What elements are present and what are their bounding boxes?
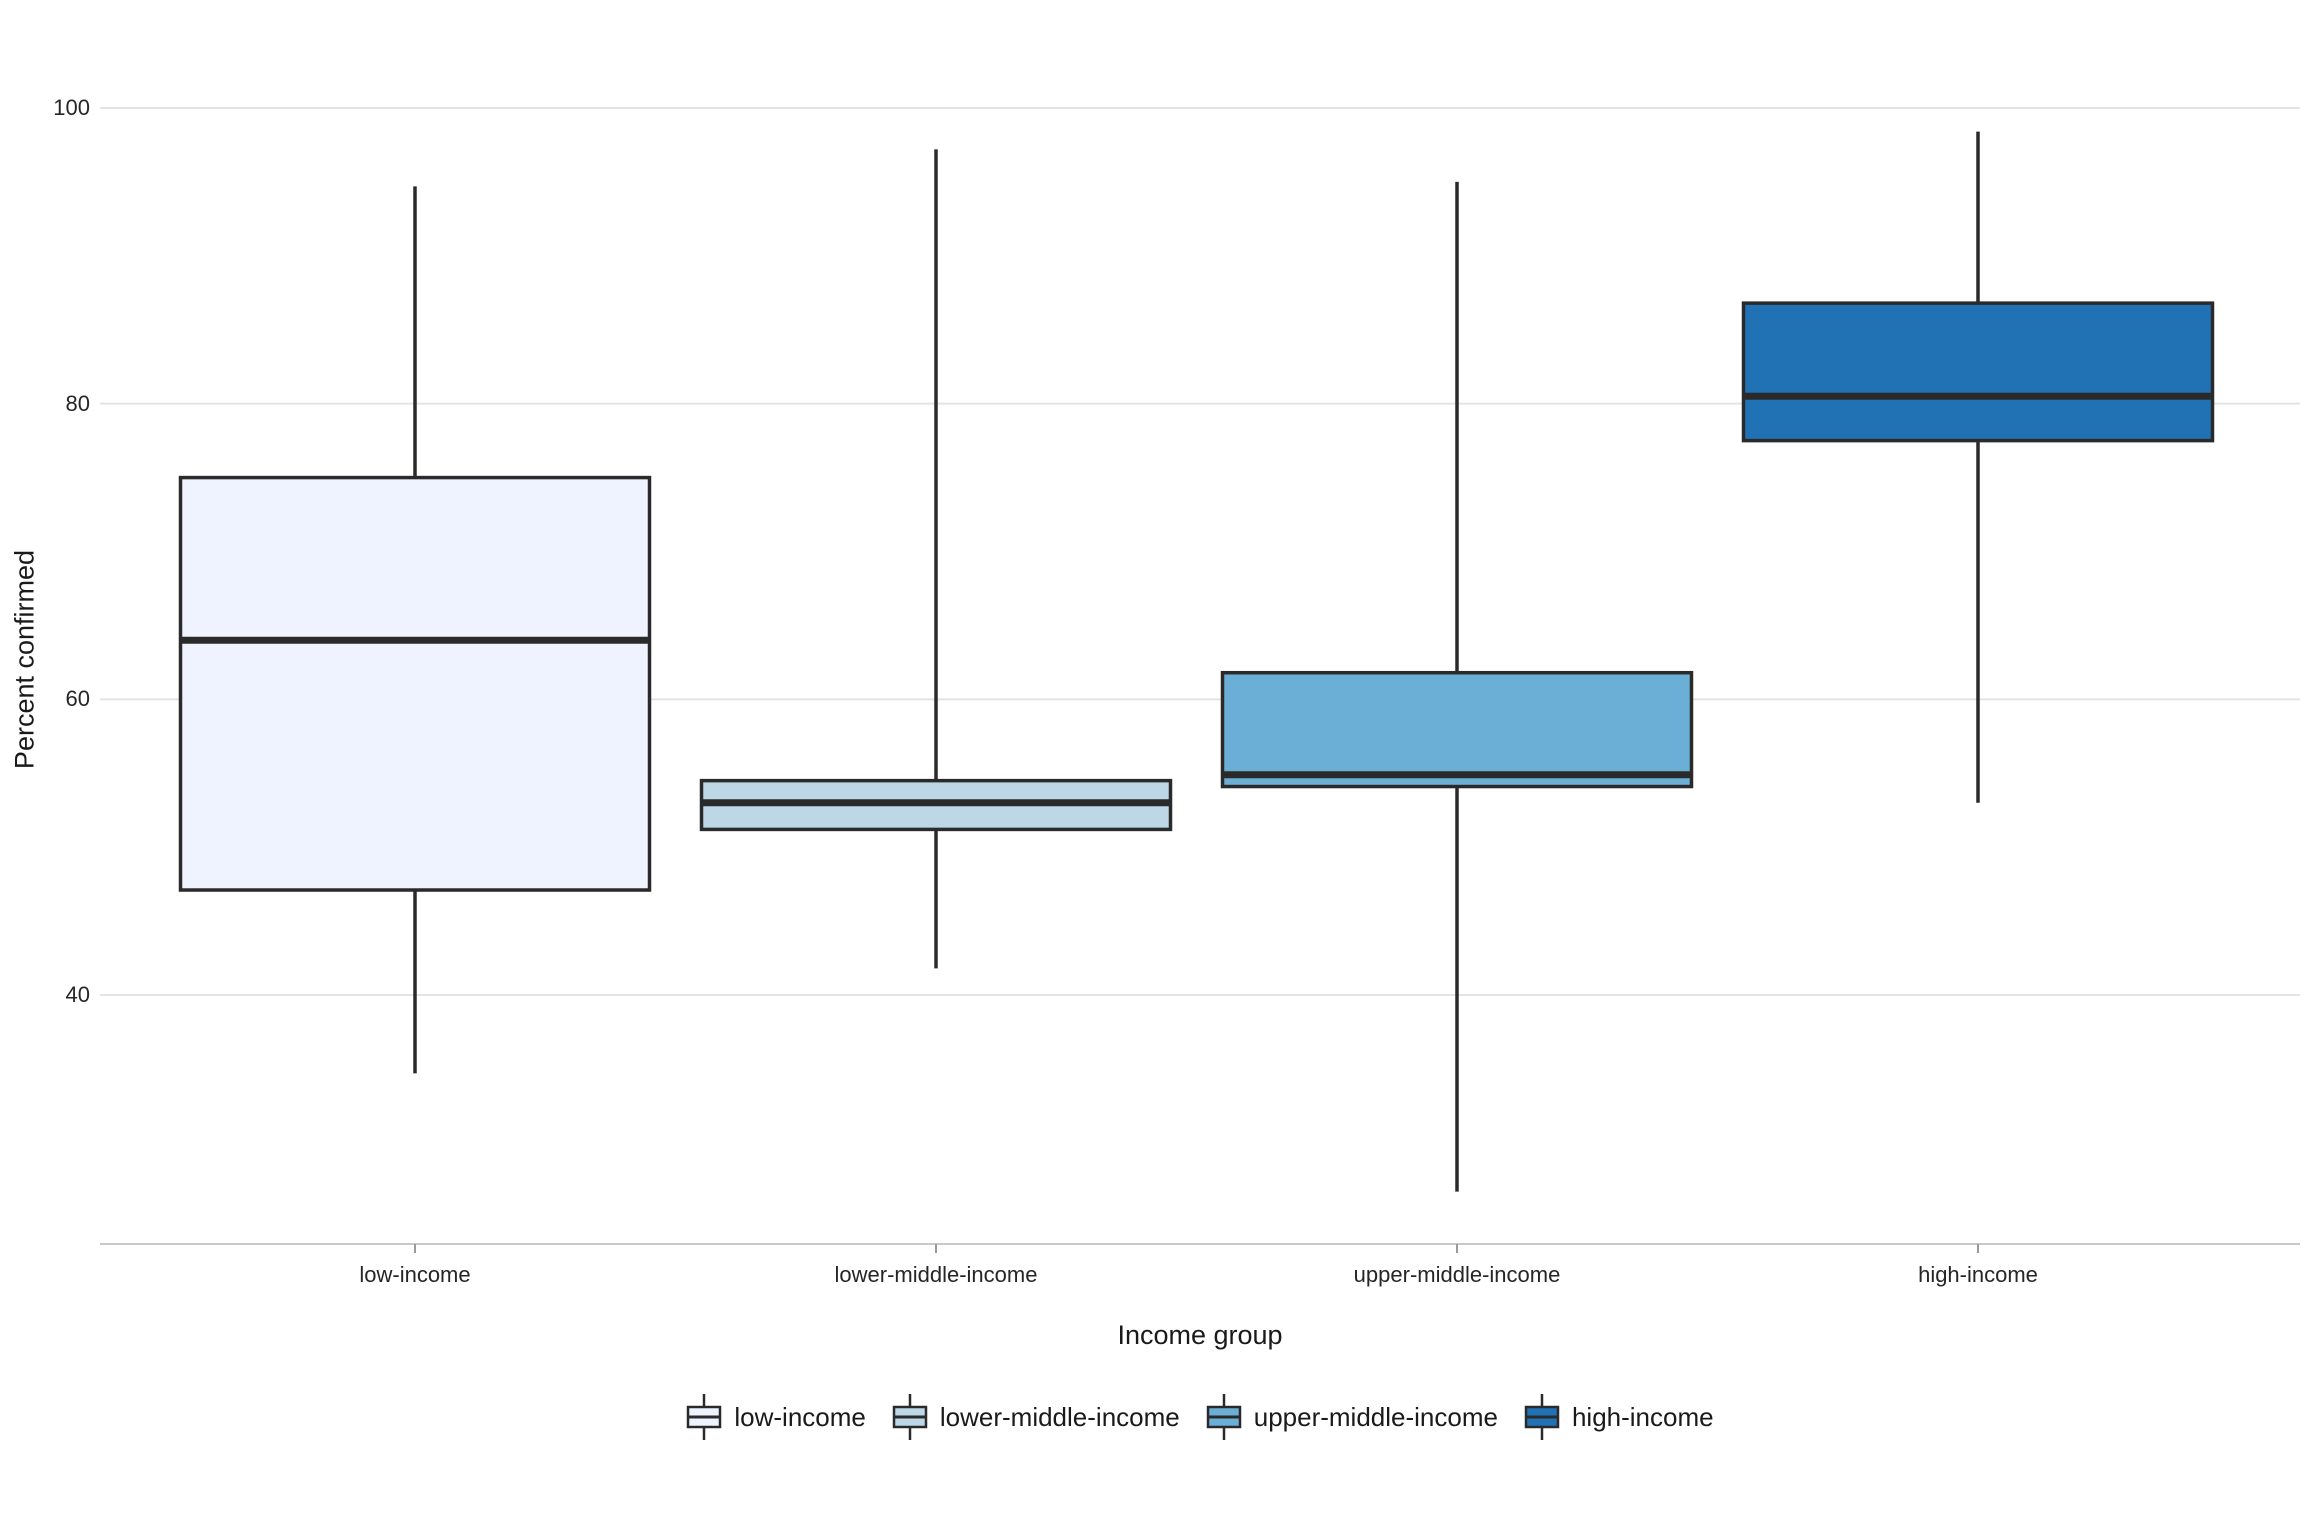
legend-label: upper-middle-income xyxy=(1253,1401,1498,1432)
legend-item-high-income: high-income xyxy=(1524,1394,1714,1440)
y-tick-label: 100 xyxy=(53,95,90,120)
legend: low-income lower-middle-income upper-mid… xyxy=(100,1394,2300,1440)
box-low-income xyxy=(178,475,652,892)
x-tick-label-low-income: low-income xyxy=(359,1262,471,1287)
boxplot-key-icon xyxy=(1524,1394,1560,1440)
boxplot-key-icon xyxy=(687,1394,722,1440)
legend-label: low-income xyxy=(734,1401,866,1432)
legend-label: high-income xyxy=(1571,1401,1714,1432)
legend-item-lower-middle-income: lower-middle-income xyxy=(892,1394,1180,1440)
y-tick-label: 80 xyxy=(65,391,90,416)
x-tick-label-lower-middle-income: lower-middle-income xyxy=(834,1262,1038,1287)
y-tick-label: 60 xyxy=(65,686,90,711)
legend-item-upper-middle-income: upper-middle-income xyxy=(1206,1394,1498,1440)
y-axis-title: Percent confirmed xyxy=(9,549,40,770)
legend-label: lower-middle-income xyxy=(939,1401,1180,1432)
box-high-income xyxy=(1741,301,2215,443)
x-axis-title: Income group xyxy=(1117,1320,1283,1350)
legend-item-low-income: low-income xyxy=(686,1394,866,1440)
box-upper-middle-income xyxy=(1220,670,1694,789)
boxplot-key-icon xyxy=(892,1394,928,1440)
boxplot-key-icon xyxy=(1206,1394,1241,1440)
x-tick-label-high-income: high-income xyxy=(1918,1262,2038,1287)
x-tick-label-upper-middle-income: upper-middle-income xyxy=(1353,1262,1561,1287)
y-tick-label: 40 xyxy=(65,982,90,1007)
